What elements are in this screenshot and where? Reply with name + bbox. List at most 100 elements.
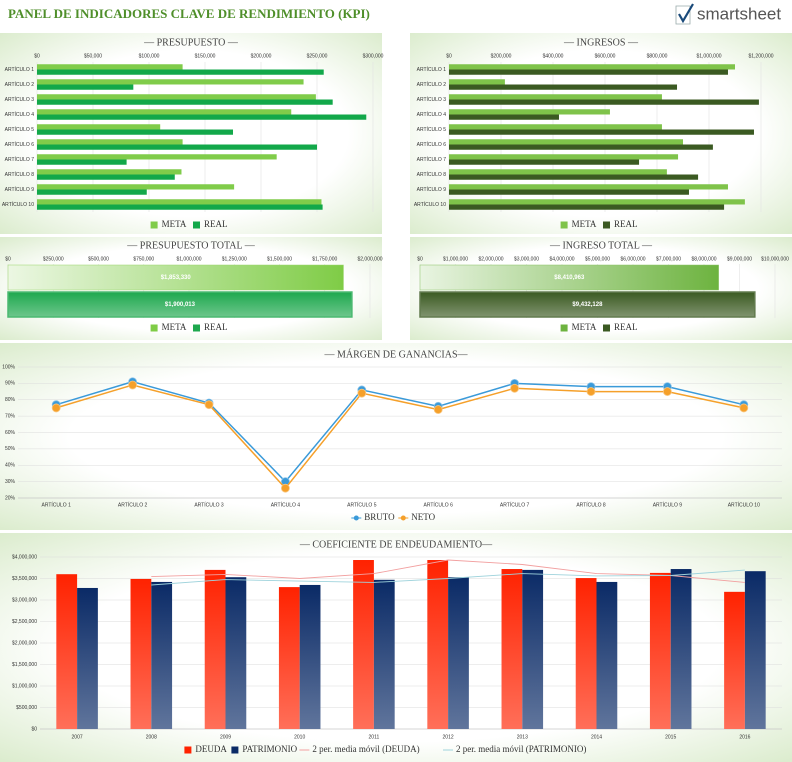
y-tick-label: $2,500,000: [12, 619, 37, 625]
bar: [449, 169, 667, 175]
chart-title: — PRESUPUESTO —: [143, 37, 239, 48]
chart-title: — MÁRGEN DE GANANCIAS—: [323, 348, 468, 360]
y-tick-label: ARTÍCULO 3: [417, 96, 447, 103]
x-tick-label: $400,000: [543, 53, 564, 59]
legend-marker: [150, 221, 158, 229]
line: [151, 569, 745, 586]
legend-marker: [193, 221, 200, 229]
y-tick-label: ARTÍCULO 6: [5, 141, 35, 148]
line: [151, 559, 745, 583]
bar: [225, 577, 247, 729]
bar: [449, 154, 679, 160]
y-tick-label: ARTÍCULO 1: [5, 66, 35, 73]
x-tick-label: $8,000,000: [691, 256, 716, 262]
legend-marker: [603, 221, 610, 229]
marker: [51, 403, 61, 413]
legend-label: REAL: [614, 322, 638, 332]
logo: smartsheet: [675, 3, 781, 25]
x-tick-label: $1,000,000: [696, 53, 721, 59]
y-tick-label: $500,000: [16, 705, 37, 711]
bar: [151, 581, 173, 729]
legend-label: DEUDA: [195, 744, 227, 754]
x-tick-label: $1,750,000: [312, 256, 337, 262]
x-tick-label: 2012: [443, 734, 454, 740]
x-tick-label: $1,200,000: [748, 53, 773, 59]
y-tick-label: 90%: [5, 381, 16, 387]
legend-label: NETO: [411, 512, 435, 522]
x-tick-label: $0: [446, 53, 452, 59]
bar: [37, 79, 304, 85]
bar: [449, 174, 699, 180]
bar: [37, 139, 183, 145]
x-tick-label: ARTÍCULO 3: [194, 501, 224, 508]
marker: [586, 387, 596, 396]
bar: [37, 199, 322, 205]
legend-label: META: [162, 219, 187, 229]
legend-label: REAL: [204, 322, 228, 332]
bar: [7, 291, 353, 318]
x-tick-label: 2016: [739, 734, 750, 740]
x-tick-label: $2,000,000: [478, 256, 503, 262]
y-tick-label: ARTÍCULO 6: [417, 141, 447, 148]
x-tick-label: ARTÍCULO 10: [728, 501, 760, 508]
x-tick-label: ARTÍCULO 9: [653, 501, 683, 508]
bar: [37, 204, 323, 210]
x-tick-label: 2013: [517, 734, 528, 740]
bar: [448, 577, 469, 729]
data-label: $1,853,330: [161, 275, 192, 281]
x-tick-label: $0: [5, 256, 11, 262]
legend-marker: [231, 746, 239, 754]
legend-label: REAL: [614, 219, 638, 229]
legend-label: META: [572, 322, 597, 332]
x-tick-label: $1,500,000: [267, 256, 292, 262]
y-tick-label: $1,000,000: [12, 683, 37, 689]
x-tick-label: 2011: [369, 734, 380, 740]
y-tick-label: ARTÍCULO 10: [414, 201, 446, 208]
bar: [449, 129, 754, 135]
x-tick-label: 2014: [591, 734, 602, 740]
bar: [37, 109, 292, 115]
x-tick-label: $5,000,000: [585, 256, 610, 262]
legend-label: META: [572, 219, 597, 229]
bar: [449, 79, 505, 85]
x-tick-label: $500,000: [88, 256, 109, 262]
legend-label: 2 per. media móvil (DEUDA): [312, 744, 419, 754]
legend-marker: [560, 324, 568, 332]
legend-marker: [400, 515, 406, 521]
bar: [449, 109, 610, 115]
y-tick-label: ARTÍCULO 7: [417, 156, 447, 163]
bar: [501, 569, 523, 729]
bar: [596, 581, 618, 729]
y-tick-label: 80%: [5, 397, 16, 403]
bar: [449, 99, 759, 105]
y-tick-label: ARTÍCULO 2: [417, 81, 447, 88]
x-tick-label: $10,000,000: [761, 256, 789, 262]
y-tick-label: ARTÍCULO 3: [5, 96, 35, 103]
legend-marker: [184, 746, 192, 754]
y-tick-label: $0: [31, 726, 37, 732]
x-tick-label: $1,000,000: [176, 256, 201, 262]
x-tick-label: ARTÍCULO 6: [424, 501, 454, 508]
bar: [37, 124, 161, 130]
y-tick-label: ARTÍCULO 5: [5, 126, 35, 133]
bar: [37, 174, 175, 180]
bar: [449, 114, 559, 120]
x-tick-label: 2007: [72, 734, 83, 740]
bar: [449, 144, 713, 150]
x-tick-label: $7,000,000: [656, 256, 681, 262]
bar: [649, 572, 671, 729]
x-tick-label: 2010: [294, 734, 305, 740]
y-tick-label: $1,500,000: [12, 662, 37, 668]
y-tick-label: $4,000,000: [12, 554, 37, 560]
bar: [130, 578, 152, 729]
legend-marker: [353, 515, 359, 521]
x-tick-label: $100,000: [139, 53, 160, 59]
bar: [449, 69, 728, 75]
x-tick-label: ARTÍCULO 7: [500, 501, 530, 508]
y-tick-label: $2,000,000: [12, 640, 37, 646]
y-tick-label: ARTÍCULO 5: [417, 126, 447, 133]
bar: [37, 84, 134, 90]
bar: [449, 64, 735, 70]
marker: [663, 387, 672, 396]
y-tick-label: 60%: [5, 430, 16, 436]
